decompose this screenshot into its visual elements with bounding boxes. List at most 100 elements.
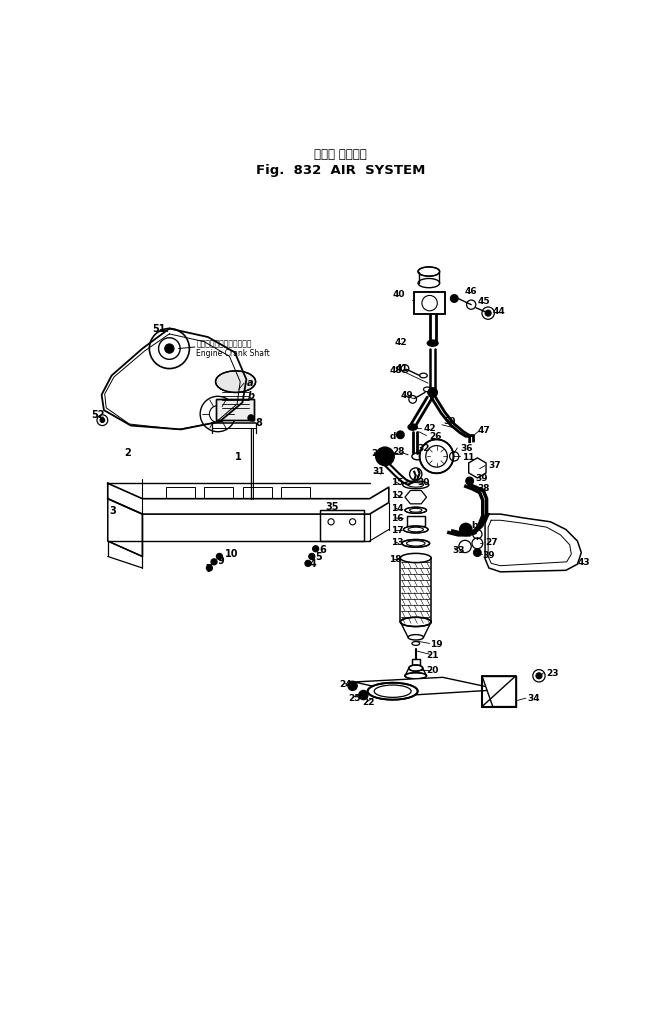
Circle shape bbox=[473, 549, 481, 557]
Circle shape bbox=[466, 478, 473, 485]
Ellipse shape bbox=[216, 372, 256, 393]
Bar bbox=[242, 488, 272, 498]
Ellipse shape bbox=[400, 618, 431, 627]
Polygon shape bbox=[469, 459, 486, 479]
Text: 31: 31 bbox=[373, 467, 385, 476]
Bar bbox=[204, 488, 233, 498]
Text: 39: 39 bbox=[476, 473, 489, 482]
Text: 47: 47 bbox=[477, 426, 490, 434]
Text: 13: 13 bbox=[391, 538, 404, 547]
Text: Engine Crank Shaft: Engine Crank Shaft bbox=[197, 348, 270, 358]
Circle shape bbox=[216, 554, 222, 560]
Text: a: a bbox=[246, 377, 253, 387]
Text: 25: 25 bbox=[348, 693, 361, 702]
Text: 18: 18 bbox=[389, 554, 401, 564]
Text: 39: 39 bbox=[482, 550, 495, 559]
Bar bbox=[412, 659, 420, 665]
Circle shape bbox=[207, 566, 212, 572]
Text: 51: 51 bbox=[153, 323, 166, 333]
Bar bbox=[406, 517, 425, 527]
Bar bbox=[165, 488, 195, 498]
Text: エンジンクランクシャフト: エンジンクランクシャフト bbox=[197, 339, 252, 348]
Text: 2: 2 bbox=[125, 448, 131, 459]
Ellipse shape bbox=[418, 268, 440, 277]
Ellipse shape bbox=[405, 507, 426, 514]
Text: 38: 38 bbox=[477, 483, 490, 492]
Bar bbox=[412, 659, 420, 665]
Text: 30: 30 bbox=[417, 478, 430, 487]
Circle shape bbox=[165, 344, 174, 354]
Circle shape bbox=[450, 296, 458, 303]
Text: 44: 44 bbox=[493, 307, 505, 315]
Text: 4: 4 bbox=[309, 558, 316, 569]
Circle shape bbox=[248, 416, 254, 422]
Bar bbox=[281, 488, 310, 498]
Text: 45: 45 bbox=[477, 297, 490, 306]
Text: 52: 52 bbox=[91, 410, 104, 420]
Text: 32: 32 bbox=[417, 444, 430, 452]
Text: 17: 17 bbox=[391, 526, 404, 535]
Circle shape bbox=[428, 388, 438, 397]
Bar bbox=[414, 293, 445, 315]
Circle shape bbox=[536, 674, 542, 680]
Text: d: d bbox=[390, 432, 396, 440]
Polygon shape bbox=[482, 677, 516, 707]
Text: 49: 49 bbox=[400, 391, 413, 399]
Text: 10: 10 bbox=[225, 548, 238, 558]
Bar bbox=[216, 399, 254, 421]
Text: 48: 48 bbox=[390, 366, 402, 374]
Text: 24: 24 bbox=[339, 680, 351, 688]
Text: 9: 9 bbox=[217, 555, 224, 566]
Polygon shape bbox=[354, 678, 501, 695]
Text: エアー システム: エアー システム bbox=[314, 148, 367, 161]
Ellipse shape bbox=[402, 540, 430, 547]
Text: 7: 7 bbox=[206, 564, 212, 574]
Circle shape bbox=[313, 546, 319, 552]
Bar bbox=[319, 511, 364, 541]
Text: 29: 29 bbox=[371, 448, 384, 458]
Text: 33: 33 bbox=[453, 545, 465, 554]
Circle shape bbox=[459, 524, 472, 536]
Text: 40: 40 bbox=[392, 290, 405, 300]
Text: 35: 35 bbox=[325, 502, 339, 512]
Circle shape bbox=[396, 431, 404, 439]
Ellipse shape bbox=[368, 683, 418, 700]
Text: 16: 16 bbox=[391, 514, 404, 523]
Circle shape bbox=[485, 311, 491, 317]
Text: 41: 41 bbox=[396, 364, 408, 373]
Ellipse shape bbox=[409, 665, 423, 672]
Text: 19: 19 bbox=[430, 639, 442, 648]
Circle shape bbox=[309, 554, 315, 560]
Text: 42: 42 bbox=[424, 424, 436, 433]
Text: 23: 23 bbox=[546, 668, 559, 678]
Circle shape bbox=[211, 559, 217, 566]
Circle shape bbox=[376, 447, 394, 466]
Circle shape bbox=[359, 691, 368, 700]
Text: 22: 22 bbox=[362, 698, 374, 707]
Text: 37: 37 bbox=[488, 461, 501, 469]
Text: 15: 15 bbox=[391, 478, 404, 487]
Text: 46: 46 bbox=[465, 287, 477, 296]
Ellipse shape bbox=[428, 340, 438, 346]
Text: 28: 28 bbox=[392, 447, 405, 457]
Circle shape bbox=[100, 419, 105, 423]
Text: 20: 20 bbox=[426, 665, 439, 675]
Text: 3: 3 bbox=[110, 505, 116, 516]
Text: 12: 12 bbox=[391, 490, 404, 499]
Text: Fig.  832  AIR  SYSTEM: Fig. 832 AIR SYSTEM bbox=[256, 163, 425, 176]
Bar bbox=[406, 517, 425, 527]
Text: 43: 43 bbox=[578, 557, 590, 567]
Text: 26: 26 bbox=[430, 432, 442, 440]
Ellipse shape bbox=[408, 425, 417, 431]
Text: 6: 6 bbox=[319, 544, 326, 554]
Bar bbox=[216, 399, 254, 421]
Bar bbox=[414, 293, 445, 315]
Text: 5: 5 bbox=[315, 552, 321, 561]
Text: 50: 50 bbox=[444, 416, 456, 425]
Text: 42: 42 bbox=[394, 337, 407, 346]
Bar bbox=[319, 511, 364, 541]
Circle shape bbox=[348, 682, 357, 691]
Text: 11: 11 bbox=[462, 452, 475, 462]
Circle shape bbox=[420, 440, 454, 474]
Text: 1: 1 bbox=[235, 451, 242, 462]
